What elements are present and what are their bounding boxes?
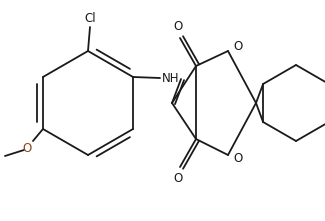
Text: O: O <box>173 21 183 34</box>
Text: O: O <box>233 152 243 166</box>
Text: NH: NH <box>162 72 180 86</box>
Text: O: O <box>233 40 243 53</box>
Text: O: O <box>173 171 183 185</box>
Text: O: O <box>22 143 32 156</box>
Text: Cl: Cl <box>84 11 96 25</box>
